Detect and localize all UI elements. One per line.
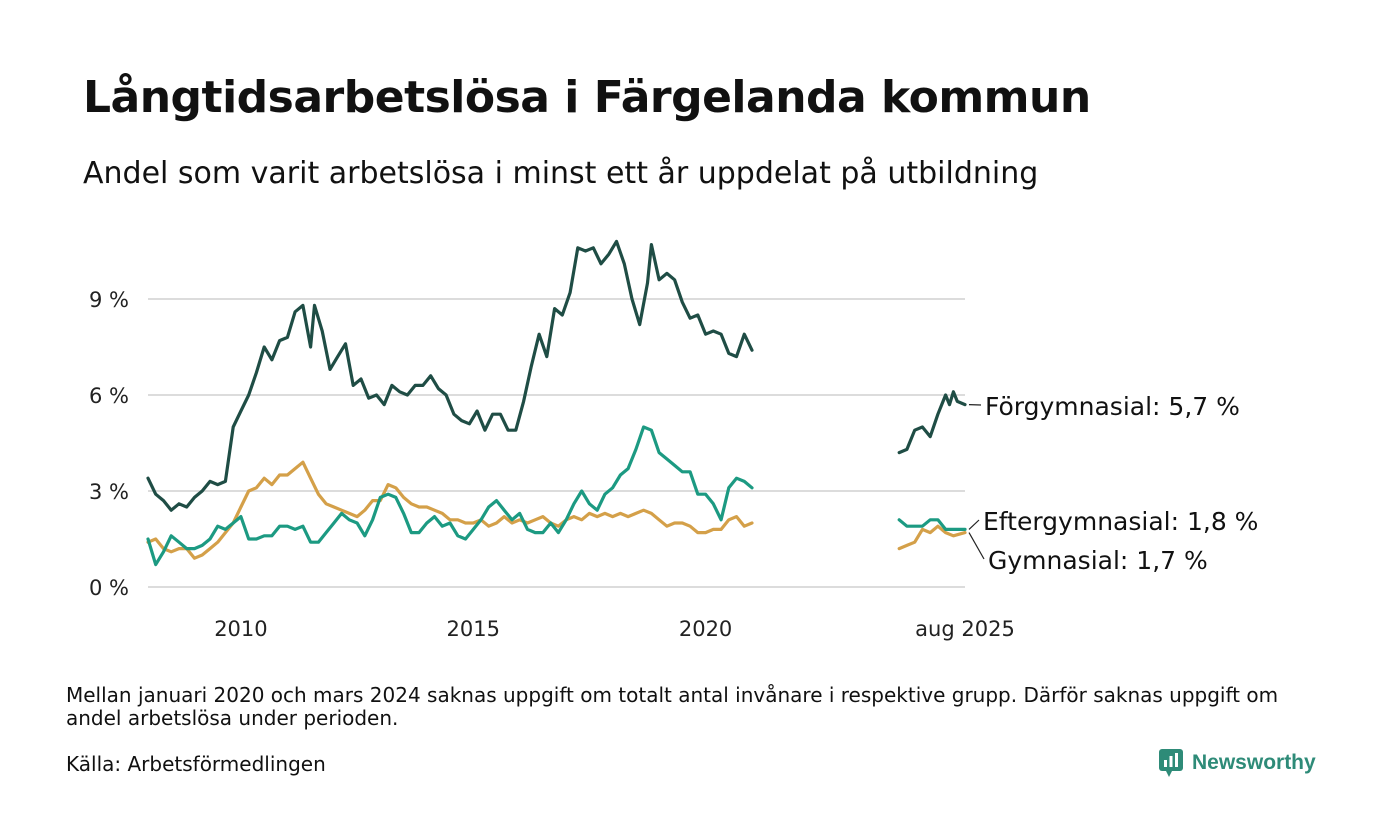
x-tick-label: aug 2025: [915, 617, 1015, 641]
label-leader-line: [968, 519, 980, 530]
x-tick-label: 2020: [679, 617, 732, 641]
y-tick-label: 6 %: [89, 384, 129, 408]
brand-name: Newsworthy: [1192, 751, 1316, 774]
label-leader-line: [968, 532, 985, 560]
series-line: [146, 239, 754, 512]
series-end-label: Eftergymnasial: 1,8 %: [983, 507, 1258, 536]
chart-title: Långtidsarbetslösa i Färgelanda kommun: [83, 72, 1091, 123]
brand-logo: Newsworthy: [1158, 748, 1316, 778]
line-chart: 0 % 3 % 6 % 9 % 2010 2015 2020 aug 2025 Förgymna…: [89, 239, 1258, 641]
series-line: [897, 524, 967, 551]
y-tick-label: 9 %: [89, 288, 129, 312]
source-text: Källa: Arbetsförmedlingen: [66, 752, 326, 776]
series-end-label: Förgymnasial: 5,7 %: [985, 392, 1240, 421]
x-tick-label: 2010: [214, 617, 267, 641]
y-tick-label: 0 %: [89, 576, 129, 600]
series-line: [897, 390, 967, 455]
x-tick-label: 2015: [447, 617, 500, 641]
series-line: [146, 425, 754, 567]
footnote: Mellan januari 2020 och mars 2024 saknas…: [66, 683, 1279, 730]
chart-subtitle: Andel som varit arbetslösa i minst ett å…: [83, 156, 1039, 191]
series-line: [897, 518, 967, 531]
series-line: [146, 460, 754, 560]
y-tick-label: 3 %: [89, 480, 129, 504]
newsworthy-icon: [1159, 749, 1183, 777]
series-end-label: Gymnasial: 1,7 %: [988, 546, 1208, 575]
